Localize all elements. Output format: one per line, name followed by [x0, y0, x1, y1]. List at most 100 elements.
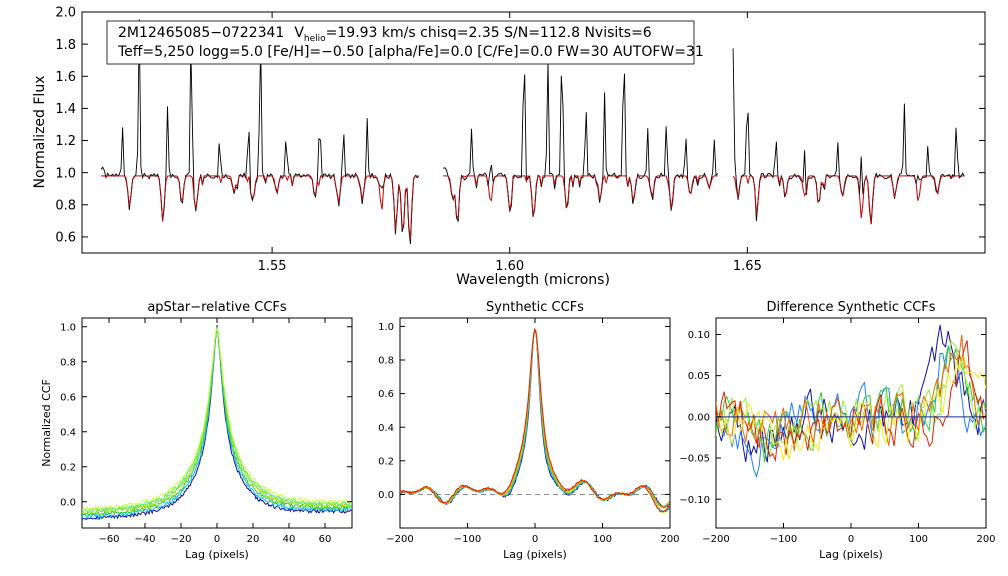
apstar-ccf-y-tick-label: 0.8: [60, 357, 76, 368]
difference-ccf-x-tick-label: 100: [909, 534, 928, 545]
model-spectrum-overlay: [101, 174, 419, 240]
difference-ccf-x-tick-label: −100: [770, 534, 797, 545]
difference-ccf-ticks: −200 −100 0 100 200 −0.10 −0.05 0.00 0.05 0.10: [679, 318, 996, 545]
spectrum-x-tick-label: 1.65: [733, 259, 762, 274]
synthetic-ccf-line-1: [400, 328, 670, 509]
synthetic-ccf-y-tick-label: 1.0: [378, 322, 394, 333]
synthetic-ccf-x-tick-label: −200: [386, 534, 413, 545]
difference-ccf-line-2: [716, 345, 986, 479]
spectrum-y-tick-label: 1.4: [55, 102, 76, 117]
synthetic-ccf-y-tick-label: 0.6: [378, 389, 394, 400]
velocity-subscript: helio: [304, 34, 326, 44]
apstar-ccf-y-tick-label: 1.0: [60, 322, 76, 333]
synthetic-ccf-plot-marks: [400, 328, 670, 514]
synthetic-ccf-y-tick-label: 0.8: [378, 356, 394, 367]
fit-parameters-box: [106, 20, 695, 65]
spectrum-y-tick-label: 1.0: [55, 166, 76, 181]
apstar-ccf-line-1: [82, 325, 352, 521]
synthetic-ccf-y-tick-label: 0.2: [378, 456, 394, 467]
synthetic-ccf-line-6: [400, 328, 670, 513]
apstar-ccf-x-tick-label: 0: [214, 534, 220, 545]
spectrum-axes-frame: [81, 11, 986, 254]
difference-ccf-y-tick-label: 0.05: [688, 371, 710, 382]
observed-spectrum-line: [100, 19, 419, 245]
spectrum-x-tick-label: 1.55: [258, 259, 287, 274]
difference-ccf-x-tick-label: 0: [848, 534, 854, 545]
synthetic-ccf-ticks: −200 −100 0 100 200 0.0 0.2 0.4 0.6 0.8 1.0: [378, 318, 680, 545]
apstar-ccf-line-6: [82, 326, 352, 511]
model-spectrum-overlay: [443, 174, 718, 220]
apstar-ccf-ticks: −60 −40 −20 0 20 40 60 0.0 0.2 0.4 0.6 0.8 1.0: [60, 318, 352, 545]
apstar-ccf-x-tick-label: 40: [283, 534, 296, 545]
spectrum-y-tick-label: 1.2: [55, 134, 76, 149]
difference-ccf-y-tick-label: 0.00: [688, 412, 710, 423]
fit-summary-values: =19.93 km/s chisq=2.35 S/N=112.8 Nvisits…: [326, 25, 652, 41]
difference-ccf-line-6: [716, 340, 986, 463]
model-spectrum-line: [101, 174, 419, 240]
difference-ccf-x-tick-label: 200: [976, 534, 995, 545]
apstar-ccf-y-tick-label: 0.6: [60, 392, 76, 403]
difference-ccf-y-tick-label: 0.10: [688, 330, 710, 341]
synthetic-ccf-line-2: [400, 329, 670, 513]
spectrum-plot-marks: [100, 19, 965, 245]
synthetic-ccf-panel: −200 −100 0 100 200 0.0 0.2 0.4 0.6 0.8 1.0 Synthe…: [378, 300, 679, 561]
apstar-ccf-x-tick-label: 60: [319, 534, 332, 545]
synthetic-ccf-title: Synthetic CCFs: [486, 300, 584, 315]
difference-ccf-title: Difference Synthetic CCFs: [766, 300, 935, 315]
apstar-ccf-y-tick-label: 0.0: [60, 497, 76, 508]
spectrum-y-tick-label: 2.0: [55, 6, 76, 21]
difference-ccf-y-tick-label: −0.05: [679, 454, 710, 465]
difference-ccf-x-tick-label: −200: [702, 534, 729, 545]
apstar-ccf-panel: −60 −40 −20 0 20 40 60 0.0 0.2 0.4 0.6 0.8 1.0 apSta…: [40, 300, 353, 561]
apstar-ccf-y-tick-label: 0.2: [60, 462, 76, 473]
apstar-ccf-x-tick-label: −40: [134, 534, 155, 545]
apstar-ccf-x-tick-label: 20: [247, 534, 260, 545]
star-id: 2M12465085−0722341: [118, 25, 284, 41]
synthetic-ccf-line-3: [400, 330, 670, 509]
apstar-ccf-y-tick-label: 0.4: [60, 427, 76, 438]
observed-spectrum-line: [443, 61, 719, 222]
velocity-symbol: V: [294, 25, 304, 41]
synthetic-ccf-y-tick-label: 0.0: [378, 490, 394, 501]
apstar-ccf-line-3: [82, 328, 352, 517]
fit-parameters-line-1: 2M12465085−0722341 Vhelio=19.93 km/s chis…: [118, 25, 652, 44]
apstar-ccf-x-axis-label: Lag (pixels): [185, 548, 249, 561]
apstar-ccf-axes-frame: [81, 317, 353, 529]
synthetic-ccf-x-tick-label: 200: [660, 534, 679, 545]
apstar-ccf-x-tick-label: −20: [170, 534, 191, 545]
model-spectrum-overlay: [732, 174, 965, 225]
synthetic-ccf-line-5: [400, 329, 670, 508]
spectrum-y-tick-label: 1.6: [55, 70, 76, 85]
spectrum-y-tick-label: 0.8: [55, 198, 76, 213]
synthetic-ccf-y-tick-label: 0.4: [378, 423, 394, 434]
synthetic-ccf-x-tick-label: 0: [532, 534, 538, 545]
synthetic-ccf-x-tick-label: −100: [454, 534, 481, 545]
difference-ccf-line-7: [716, 356, 986, 461]
difference-ccf-y-tick-label: −0.10: [679, 495, 710, 506]
difference-ccf-axes-frame: [715, 317, 987, 529]
apstar-ccf-y-axis-label: Normalized CCF: [40, 379, 53, 467]
spectrum-y-axis-label: Normalized Flux: [32, 76, 48, 189]
apstar-ccf-line-2: [82, 328, 352, 519]
spectrum-x-tick-label: 1.60: [495, 259, 524, 274]
apstar-ccf-plot-marks: [82, 325, 352, 521]
difference-ccf-panel: −200 −100 0 100 200 −0.10 −0.05 0.00 0.05 0.10 Di…: [679, 300, 995, 561]
synthetic-ccf-axes-frame: [399, 317, 671, 529]
spectrum-x-axis-label: Wavelength (microns): [456, 272, 610, 288]
difference-ccf-plot-marks: [716, 325, 986, 479]
difference-ccf-x-axis-label: Lag (pixels): [819, 548, 883, 561]
spectrum-y-tick-label: 1.8: [55, 38, 76, 53]
spectrum-y-tick-label: 0.6: [55, 231, 76, 246]
spectrum-panel: 1.55 1.60 1.65 0.6 0.8 1.0 1.2 1.4 1.6 1.8 2.0 2M1…: [32, 6, 986, 288]
observed-spectrum-line: [732, 48, 965, 225]
apstar-ccf-line-5: [82, 326, 352, 513]
apstar-ccf-x-tick-label: −60: [98, 534, 119, 545]
spectrum-ticks: 1.55 1.60 1.65 0.6 0.8 1.0 1.2 1.4 1.6 1.8 2.0: [55, 6, 985, 274]
synthetic-ccf-x-tick-label: 100: [593, 534, 612, 545]
synthetic-ccf-line-4: [400, 328, 670, 514]
apstar-ccf-title: apStar−relative CCFs: [147, 300, 287, 315]
apstar-ccf-line-4: [82, 328, 352, 515]
model-spectrum-line: [732, 174, 965, 225]
synthetic-ccf-x-axis-label: Lag (pixels): [503, 548, 567, 561]
